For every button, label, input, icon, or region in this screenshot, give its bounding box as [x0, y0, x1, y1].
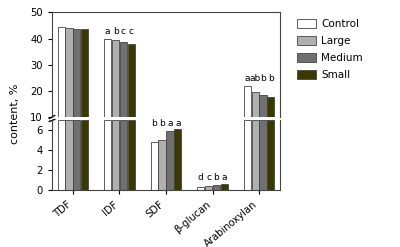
Text: c: c [129, 27, 134, 36]
Bar [260, 95, 266, 143]
Bar [112, 121, 119, 190]
Bar [128, 121, 135, 190]
Bar [166, 131, 174, 190]
Bar [73, 29, 80, 143]
Text: content, %: content, % [10, 83, 20, 144]
Bar [158, 140, 166, 190]
Bar [174, 129, 182, 190]
Text: c: c [206, 173, 211, 182]
Text: a: a [244, 75, 250, 83]
Bar [150, 142, 158, 190]
Bar [252, 92, 259, 143]
Bar [244, 121, 251, 190]
Text: c: c [121, 27, 126, 36]
Bar [112, 40, 119, 143]
Bar [66, 27, 72, 143]
Bar [81, 121, 88, 190]
Text: a: a [105, 27, 110, 36]
Bar [58, 121, 65, 190]
Bar [205, 186, 212, 190]
Bar [73, 121, 80, 190]
Bar [260, 121, 266, 190]
Bar [66, 121, 72, 190]
Text: b: b [159, 119, 165, 128]
Text: b: b [113, 27, 118, 36]
Text: b: b [214, 173, 219, 182]
Bar [267, 121, 274, 190]
Text: a: a [175, 119, 181, 128]
Text: b: b [151, 119, 157, 128]
Text: a: a [167, 119, 173, 128]
Bar [81, 29, 88, 143]
Text: a: a [222, 173, 227, 182]
Legend: Control, Large, Medium, Small: Control, Large, Medium, Small [294, 16, 366, 83]
Bar [197, 187, 204, 190]
Bar [213, 185, 220, 190]
Text: d: d [198, 173, 204, 182]
Bar [128, 44, 135, 143]
Bar [252, 121, 259, 190]
Bar [267, 97, 274, 143]
Bar [244, 85, 251, 143]
Bar [120, 121, 127, 190]
Text: ab: ab [250, 75, 261, 83]
Bar [104, 39, 111, 143]
Bar [120, 42, 127, 143]
Text: b: b [268, 75, 274, 83]
Text: b: b [260, 75, 266, 83]
Bar [104, 121, 111, 190]
Bar [221, 184, 228, 190]
Bar [58, 27, 65, 143]
